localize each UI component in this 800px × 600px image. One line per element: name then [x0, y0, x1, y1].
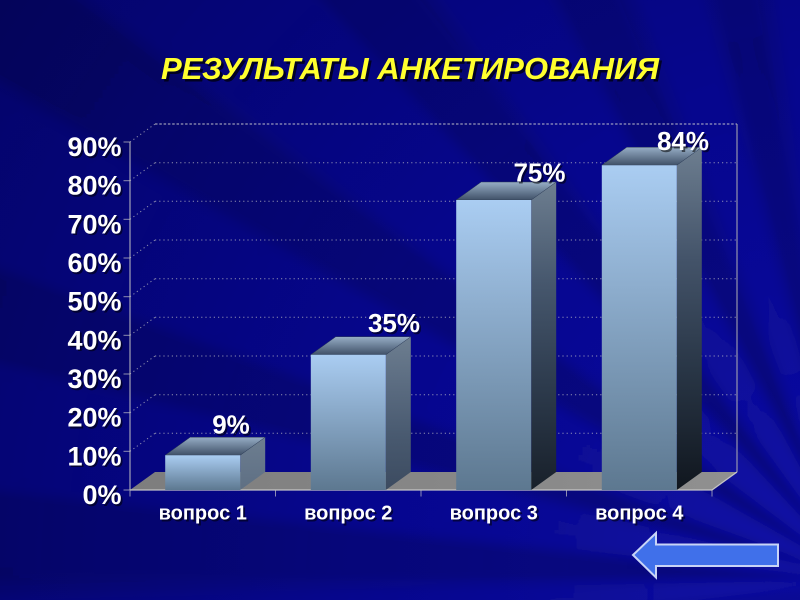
svg-text:30%: 30% [67, 364, 121, 394]
svg-text:10%: 10% [69, 443, 123, 473]
svg-text:90%: 90% [67, 132, 121, 162]
svg-text:75%: 75% [515, 159, 567, 189]
svg-text:вопрос 3: вопрос 3 [451, 504, 539, 526]
svg-text:вопрос 1: вопрос 1 [160, 504, 248, 526]
svg-text:0%: 0% [84, 482, 123, 512]
svg-text:84%: 84% [659, 128, 711, 158]
svg-text:9%: 9% [214, 411, 252, 441]
svg-text:90%: 90% [69, 134, 123, 164]
svg-text:80%: 80% [69, 172, 123, 202]
svg-text:60%: 60% [67, 248, 121, 278]
svg-text:вопрос 4: вопрос 4 [597, 504, 686, 526]
svg-text:30%: 30% [69, 366, 123, 396]
svg-text:50%: 50% [69, 288, 123, 318]
svg-text:40%: 40% [67, 325, 121, 355]
svg-text:вопрос 2: вопрос 2 [304, 503, 392, 525]
svg-text:вопрос 4: вопрос 4 [595, 503, 684, 525]
svg-text:10%: 10% [67, 441, 121, 471]
svg-text:35%: 35% [368, 308, 420, 338]
svg-text:84%: 84% [657, 126, 709, 156]
svg-text:70%: 70% [67, 209, 121, 239]
svg-text:0%: 0% [82, 480, 121, 510]
svg-text:РЕЗУЛЬТАТЫ АНКЕТИРОВАНИЯ: РЕЗУЛЬТАТЫ АНКЕТИРОВАНИЯ [164, 55, 663, 89]
svg-text:80%: 80% [67, 171, 121, 201]
svg-text:70%: 70% [69, 211, 123, 241]
svg-text:50%: 50% [67, 287, 121, 317]
svg-text:40%: 40% [69, 327, 123, 357]
svg-text:9%: 9% [212, 410, 250, 440]
svg-text:вопрос 1: вопрос 1 [159, 503, 247, 525]
svg-text:20%: 20% [69, 404, 123, 434]
svg-text:75%: 75% [513, 158, 565, 188]
svg-text:РЕЗУЛЬТАТЫ АНКЕТИРОВАНИЯ: РЕЗУЛЬТАТЫ АНКЕТИРОВАНИЯ [161, 52, 660, 86]
svg-text:35%: 35% [370, 310, 422, 340]
svg-text:вопрос 2: вопрос 2 [306, 504, 394, 526]
svg-text:20%: 20% [67, 403, 121, 433]
svg-text:вопрос 3: вопрос 3 [450, 503, 538, 525]
svg-text:60%: 60% [69, 250, 123, 280]
